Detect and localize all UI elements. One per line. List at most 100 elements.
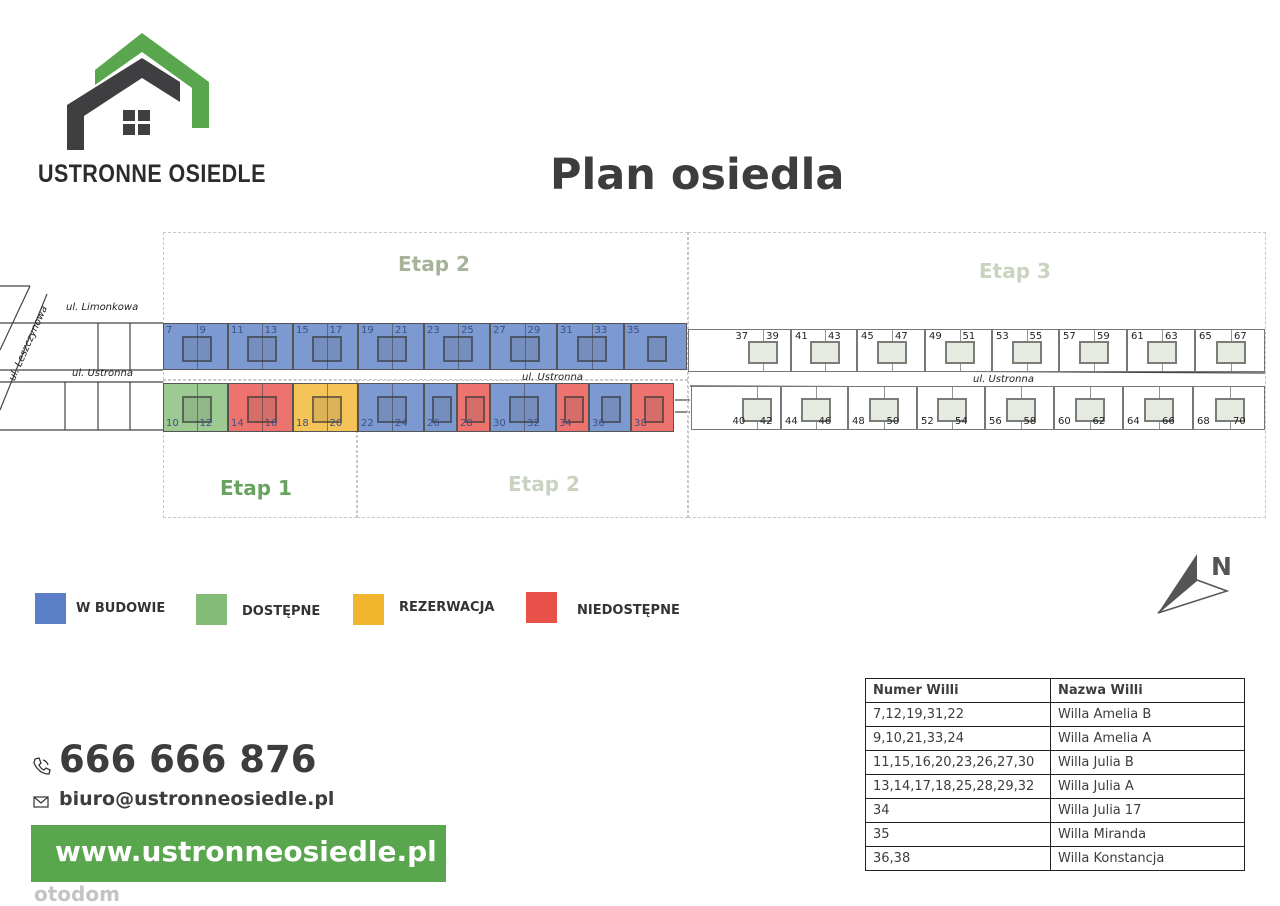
lot-number: 36: [592, 418, 605, 429]
lot-number: 24: [395, 418, 408, 429]
header-nazwa: Nazwa Willi: [1050, 678, 1245, 703]
lot-number: 53: [996, 331, 1009, 342]
villa-name: Willa Konstancja: [1050, 846, 1245, 871]
lot-divider: [392, 384, 393, 431]
lot-number: 34: [559, 418, 572, 429]
lot-number: 15: [296, 325, 309, 336]
lot-28[interactable]: 28: [457, 383, 490, 432]
lot-61-63[interactable]: 61 63: [1127, 329, 1195, 372]
villa-name: Willa Amelia A: [1050, 726, 1245, 751]
lot-45-47[interactable]: 45 47: [857, 329, 925, 372]
lot-40-42[interactable]: 40 42: [691, 386, 781, 430]
lot-19-21[interactable]: 19 21: [358, 323, 424, 370]
house-footprint-icon: [377, 335, 407, 362]
lot-number: 28: [460, 418, 473, 429]
lot-41-43[interactable]: 41 43: [791, 329, 857, 372]
legend-swatch: [353, 594, 384, 625]
lot-56-58[interactable]: 56 58: [985, 386, 1054, 430]
etap-3-label: Etap 3: [979, 259, 1051, 283]
lot-divider: [524, 384, 525, 431]
lot-23-25[interactable]: 23 25: [424, 323, 490, 370]
lot-65-67[interactable]: 65 67: [1195, 329, 1265, 372]
website-link[interactable]: www.ustronneosiedle.pl: [55, 835, 437, 868]
etap-1-label: Etap 1: [220, 476, 292, 500]
table-row: 34 Willa Julia 17: [865, 798, 1245, 823]
lot-31-33[interactable]: 31 33: [557, 323, 624, 370]
villa-numbers: 11,15,16,20,23,26,27,30: [865, 750, 1051, 775]
legend-label: REZERWACJA: [399, 600, 495, 615]
logo-house-icon: [67, 33, 209, 150]
lot-49-51[interactable]: 49 51: [925, 329, 992, 372]
lot-36[interactable]: 36: [589, 383, 631, 432]
lot-57-59[interactable]: 57 59: [1059, 329, 1127, 372]
lot-27-29[interactable]: 27 29: [490, 323, 557, 370]
table-header-row: Numer Willi Nazwa Willi: [865, 678, 1245, 703]
lot-30-32[interactable]: 30 32: [490, 383, 556, 432]
house-footprint-icon: [311, 335, 342, 362]
lot-number: 22: [361, 418, 374, 429]
lot-38[interactable]: 38: [631, 383, 674, 432]
lot-number: 70: [1233, 416, 1246, 427]
lot-11-13[interactable]: 11 13: [228, 323, 293, 370]
lot-34[interactable]: 34: [556, 383, 589, 432]
lot-number: 54: [955, 416, 968, 427]
table-row: 9,10,21,33,24 Willa Amelia A: [865, 726, 1245, 751]
house-footprint-icon: [937, 398, 967, 423]
villa-numbers: 13,14,17,18,25,28,29,32: [865, 774, 1051, 799]
lot-number: 41: [795, 331, 808, 342]
house-footprint-icon: [646, 335, 667, 362]
lot-number: 26: [427, 418, 440, 429]
etap-2-north-zone: [163, 232, 688, 380]
lot-10-12[interactable]: 10 12: [163, 383, 228, 432]
house-footprint-icon: [246, 396, 277, 424]
lot-number: 11: [231, 325, 244, 336]
table-row: 35 Willa Miranda: [865, 822, 1245, 847]
legend-w-budowie: W BUDOWIE: [35, 593, 165, 624]
lot-number: 40: [732, 416, 746, 427]
lot-35[interactable]: 35: [624, 323, 687, 370]
villa-name: Willa Julia A: [1050, 774, 1245, 799]
lot-64-66[interactable]: 64 66: [1123, 386, 1193, 430]
lot-number: 18: [296, 418, 309, 429]
lot-15-17[interactable]: 15 17: [293, 323, 358, 370]
lot-18-20[interactable]: 18 20: [293, 383, 358, 432]
lot-44-46[interactable]: 44 46: [781, 386, 848, 430]
lot-37-39[interactable]: 37 39: [688, 329, 791, 372]
lot-divider: [196, 324, 198, 369]
lot-divider: [524, 324, 526, 369]
lot-number: 14: [231, 418, 244, 429]
website-banner[interactable]: www.ustronneosiedle.pl: [31, 825, 446, 882]
lot-number: 33: [594, 325, 608, 336]
compass-label: N: [1211, 552, 1232, 581]
lot-number: 42: [759, 416, 773, 427]
lot-number: 62: [1092, 416, 1106, 427]
phone-number[interactable]: 666 666 876: [59, 738, 317, 781]
table-row: 7,12,19,31,22 Willa Amelia B: [865, 702, 1245, 727]
lot-60-62[interactable]: 60 62: [1054, 386, 1123, 430]
lot-number: 59: [1097, 331, 1110, 342]
house-footprint-icon: [464, 396, 485, 424]
header-numer: Numer Willi: [865, 678, 1051, 703]
lot-52-54[interactable]: 52 54: [917, 386, 985, 430]
lot-26[interactable]: 26: [424, 383, 457, 432]
house-footprint-icon: [246, 335, 277, 362]
lot-number: 64: [1127, 416, 1140, 427]
lot-68-70[interactable]: 68 70: [1193, 386, 1265, 430]
legend-dostepne: DOSTĘPNE: [196, 594, 320, 625]
lot-number: 20: [329, 418, 343, 429]
legend-niedostepne: NIEDOSTĘPNE: [526, 592, 680, 623]
lot-divider: [326, 324, 328, 369]
lot-number: 19: [361, 325, 374, 336]
lot-number: 52: [921, 416, 934, 427]
lot-divider: [458, 324, 459, 369]
lot-14-16[interactable]: 14 16: [228, 383, 293, 432]
house-footprint-icon: [601, 396, 621, 424]
house-footprint-icon: [800, 398, 831, 423]
lot-22-24[interactable]: 22 24: [358, 383, 424, 432]
email-link[interactable]: biuro@ustronneosiedle.pl: [59, 788, 335, 810]
lot-48-50[interactable]: 48 50: [848, 386, 917, 430]
lot-53-55[interactable]: 53 55: [992, 329, 1059, 372]
lot-number: 16: [264, 418, 278, 429]
lot-number: 60: [1058, 416, 1071, 427]
